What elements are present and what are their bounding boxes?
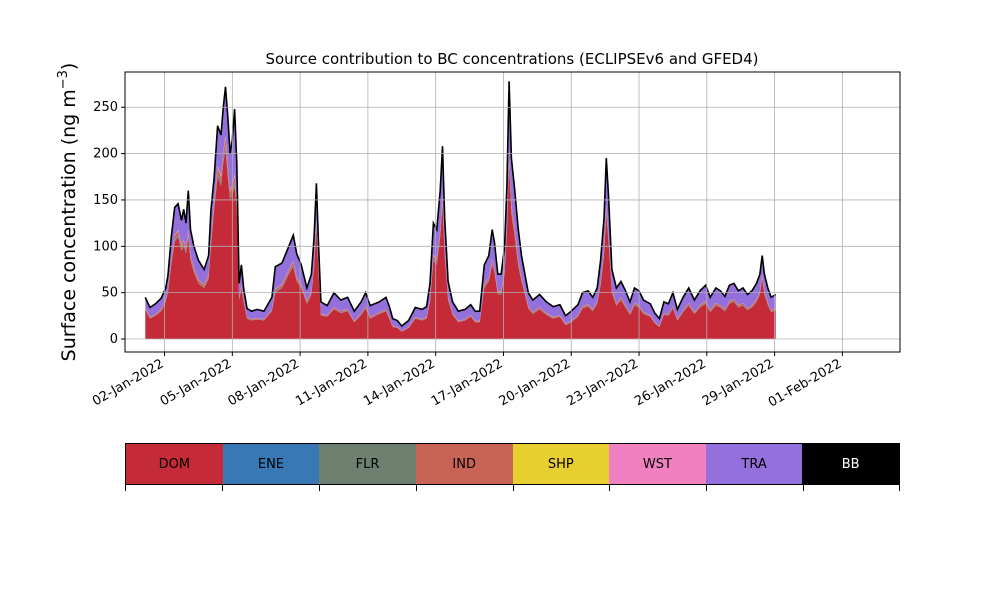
legend-tick-mark [415, 485, 417, 491]
chart-title: Source contribution to BC concentrations… [265, 50, 758, 68]
legend-tick-mark [609, 485, 611, 491]
y-tick-label: 250 [93, 100, 118, 115]
x-tick-label: 08-Jan-2022 [226, 356, 303, 409]
y-axis-label: Surface concentration (ng m−3) [56, 63, 80, 362]
legend-tick-mark [221, 485, 223, 491]
legend-tick-mark [899, 485, 900, 491]
x-tick-label: 01-Feb-2022 [766, 356, 845, 410]
x-tick-label: 23-Jan-2022 [564, 356, 641, 409]
legend-item-dom: DOM [126, 444, 223, 484]
y-tick-label: 200 [93, 147, 118, 162]
x-tick-label: 05-Jan-2022 [158, 356, 235, 409]
x-tick-label: 20-Jan-2022 [497, 356, 574, 409]
y-tick-label: 150 [93, 193, 118, 208]
y-tick-label: 0 [110, 332, 118, 347]
grid-lines [125, 72, 900, 352]
y-axis-label-superscript: −3 [56, 70, 71, 89]
plot-frame [124, 71, 901, 353]
x-tick-label: 11-Jan-2022 [293, 356, 370, 409]
legend-item-ene: ENE [222, 444, 320, 484]
x-tick-label: 26-Jan-2022 [632, 356, 709, 409]
legend-item-shp: SHP [512, 444, 610, 484]
y-tick-label: 50 [101, 286, 118, 301]
x-tick-label: 29-Jan-2022 [700, 356, 777, 409]
y-axis-label-text: Surface concentration (ng m [58, 89, 80, 361]
legend-tick-mark [125, 485, 126, 491]
x-tick-label: 17-Jan-2022 [429, 356, 506, 409]
x-tick-label: 14-Jan-2022 [361, 356, 438, 409]
area-tra [145, 81, 776, 331]
legend-item-tra: TRA [705, 444, 803, 484]
legend-item-flr: FLR [319, 444, 416, 484]
legend-item-bb: BB [802, 444, 899, 484]
x-tick-label: 02-Jan-2022 [90, 356, 167, 409]
legend-tick-mark [706, 485, 708, 491]
legend-tick-mark [318, 485, 320, 491]
legend-tick-mark [512, 485, 514, 491]
total-line [144, 81, 777, 328]
legend-tick-mark [803, 485, 805, 491]
plot-area: 0 50 100 150 200 250 02-Jan-202205-Jan-202208-… [90, 71, 901, 410]
legend-item-ind: IND [415, 444, 513, 484]
stacked-areas [144, 81, 777, 339]
legend-ticks [125, 485, 900, 491]
legend-item-wst: WST [609, 444, 706, 484]
area-dom [145, 149, 776, 339]
y-tick-label: 100 [93, 239, 118, 254]
legend-colorbar: DOM ENE FLR IND SHP WST TRA BB [125, 443, 900, 485]
y-axis-label-close: ) [58, 63, 80, 70]
